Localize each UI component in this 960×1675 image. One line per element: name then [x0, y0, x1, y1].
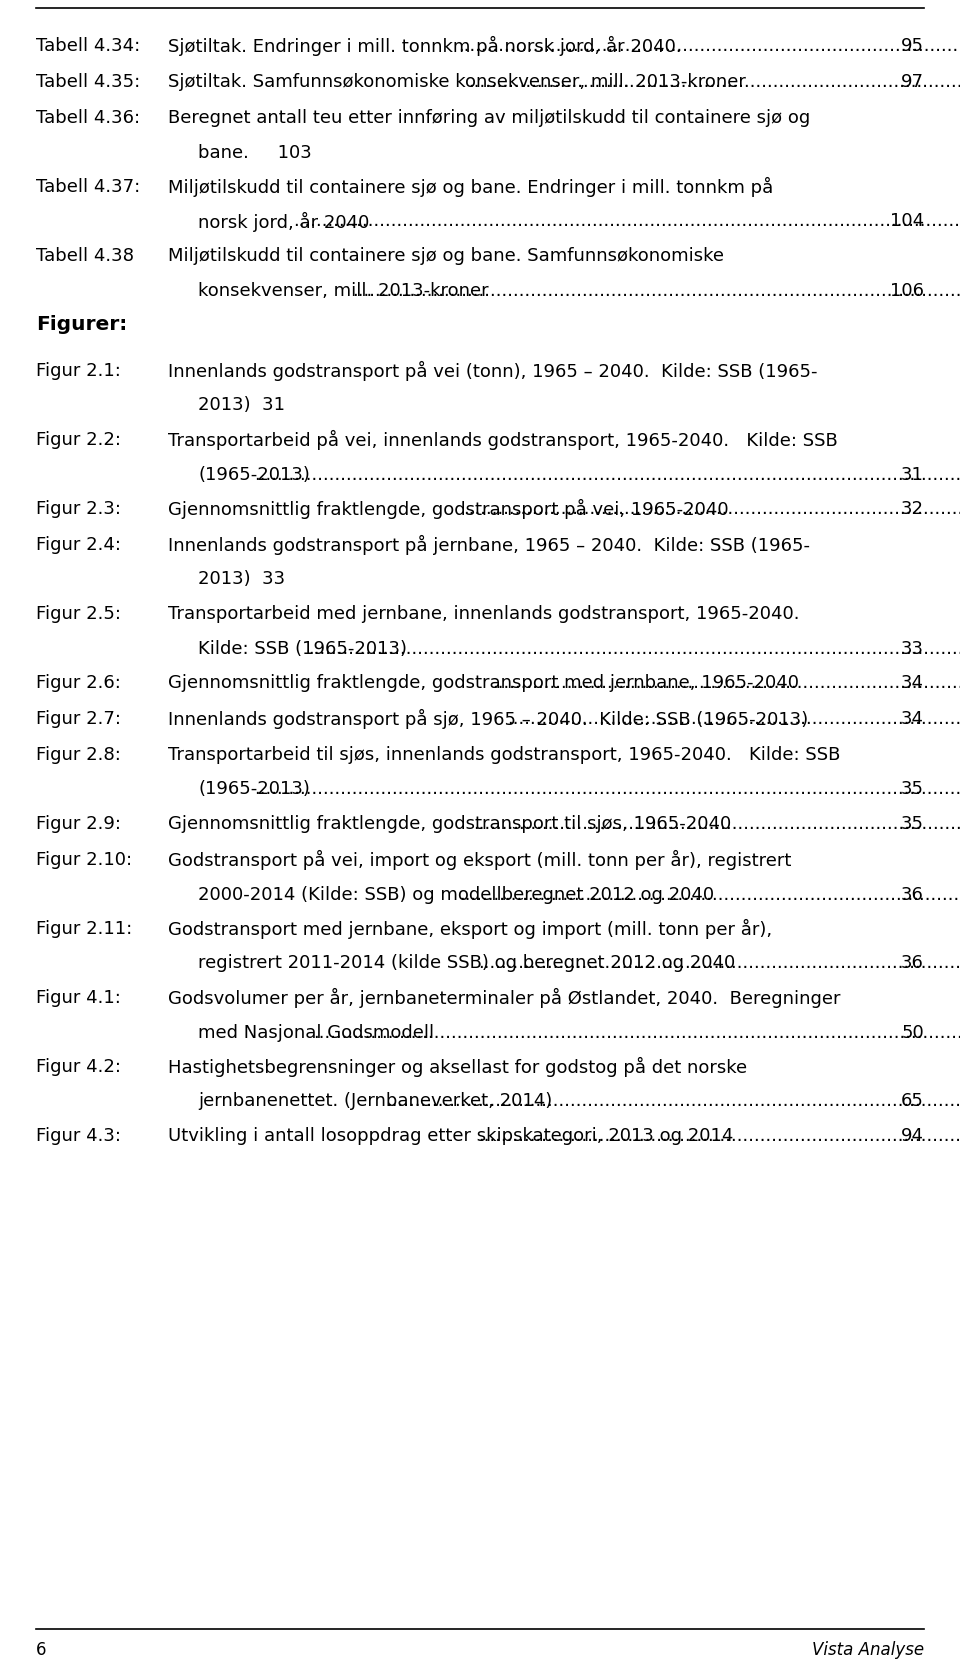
Text: 35: 35	[901, 781, 924, 799]
Text: (1965-2013): (1965-2013)	[198, 466, 310, 484]
Text: med Nasjonal Godsmodell: med Nasjonal Godsmodell	[198, 1023, 434, 1042]
Text: ................................................................................: ........................................…	[478, 955, 960, 973]
Text: Gjennomsnittlig fraktlengde, godstransport til sjøs, 1965-2040: Gjennomsnittlig fraktlengde, godstranspo…	[168, 816, 732, 832]
Text: Hastighetsbegrensninger og aksellast for godstog på det norske: Hastighetsbegrensninger og aksellast for…	[168, 1057, 747, 1077]
Text: Miljøtilskudd til containere sjø og bane. Endringer i mill. tonnkm på: Miljøtilskudd til containere sjø og bane…	[168, 178, 773, 198]
Text: ................................................................................: ........................................…	[463, 501, 960, 518]
Text: Transportarbeid med jernbane, innenlands godstransport, 1965-2040.: Transportarbeid med jernbane, innenlands…	[168, 605, 800, 623]
Text: 65: 65	[901, 1092, 924, 1111]
Text: Utvikling i antall losoppdrag etter skipskategori, 2013 og 2014: Utvikling i antall losoppdrag etter skip…	[168, 1127, 733, 1146]
Text: ................................................................................: ........................................…	[313, 1023, 960, 1042]
Text: Kilde: SSB (1965-2013): Kilde: SSB (1965-2013)	[198, 640, 407, 658]
Text: konsekvenser, mill. 2013-kroner: konsekvenser, mill. 2013-kroner	[198, 281, 489, 300]
Text: 35: 35	[901, 816, 924, 832]
Text: ................................................................................: ........................................…	[386, 1092, 960, 1111]
Text: Figur 2.7:: Figur 2.7:	[36, 710, 121, 729]
Text: 6: 6	[36, 1642, 46, 1658]
Text: 97: 97	[901, 74, 924, 90]
Text: Figur 2.2:: Figur 2.2:	[36, 430, 121, 449]
Text: 2000-2014 (Kilde: SSB) og modellberegnet 2012 og 2040: 2000-2014 (Kilde: SSB) og modellberegnet…	[198, 886, 714, 903]
Text: ................................................................................: ........................................…	[472, 816, 960, 832]
Text: Vista Analyse: Vista Analyse	[812, 1642, 924, 1658]
Text: Godstransport på vei, import og eksport (mill. tonn per år), registrert: Godstransport på vei, import og eksport …	[168, 849, 791, 869]
Text: jernbanenettet. (Jernbaneverket, 2014): jernbanenettet. (Jernbaneverket, 2014)	[198, 1092, 552, 1111]
Text: ................................................................................: ........................................…	[352, 281, 960, 300]
Text: 2013)  31: 2013) 31	[198, 397, 285, 414]
Text: 106: 106	[890, 281, 924, 300]
Text: Tabell 4.34:: Tabell 4.34:	[36, 37, 140, 55]
Text: 104: 104	[890, 213, 924, 231]
Text: 34: 34	[901, 673, 924, 692]
Text: 32: 32	[901, 501, 924, 518]
Text: registrert 2011-2014 (kilde SSB) og beregnet 2012 og 2040: registrert 2011-2014 (kilde SSB) og bere…	[198, 955, 735, 973]
Text: Figur 2.3:: Figur 2.3:	[36, 501, 121, 518]
Text: 94: 94	[901, 1127, 924, 1146]
Text: Figur 2.6:: Figur 2.6:	[36, 673, 121, 692]
Text: Tabell 4.37:: Tabell 4.37:	[36, 178, 140, 196]
Text: (1965-2013): (1965-2013)	[198, 781, 310, 799]
Text: 34: 34	[901, 710, 924, 729]
Text: Tabell 4.35:: Tabell 4.35:	[36, 74, 140, 90]
Text: 2013)  33: 2013) 33	[198, 571, 285, 588]
Text: norsk jord, år 2040: norsk jord, år 2040	[198, 211, 370, 231]
Text: 36: 36	[901, 886, 924, 903]
Text: ................................................................................: ........................................…	[459, 886, 960, 903]
Text: Innenlands godstransport på vei (tonn), 1965 – 2040.  Kilde: SSB (1965-: Innenlands godstransport på vei (tonn), …	[168, 360, 818, 380]
Text: Figur 4.3:: Figur 4.3:	[36, 1127, 121, 1146]
Text: Figur 4.1:: Figur 4.1:	[36, 988, 121, 1007]
Text: Tabell 4.38: Tabell 4.38	[36, 246, 134, 265]
Text: bane.     103: bane. 103	[198, 144, 312, 161]
Text: Innenlands godstransport på jernbane, 1965 – 2040.  Kilde: SSB (1965-: Innenlands godstransport på jernbane, 19…	[168, 534, 810, 554]
Text: Figurer:: Figurer:	[36, 315, 128, 335]
Text: ................................................................................: ........................................…	[308, 640, 960, 658]
Text: Transportarbeid på vei, innenlands godstransport, 1965-2040.   Kilde: SSB: Transportarbeid på vei, innenlands godst…	[168, 430, 838, 451]
Text: 33: 33	[901, 640, 924, 658]
Text: Figur 2.9:: Figur 2.9:	[36, 816, 121, 832]
Text: Beregnet antall teu etter innføring av miljøtilskudd til containere sjø og: Beregnet antall teu etter innføring av m…	[168, 109, 810, 127]
Text: Gjennomsnittlig fraktlengde, godstransport på vei, 1965-2040: Gjennomsnittlig fraktlengde, godstranspo…	[168, 499, 729, 519]
Text: Figur 2.4:: Figur 2.4:	[36, 536, 121, 554]
Text: Figur 2.11:: Figur 2.11:	[36, 920, 132, 938]
Text: Figur 2.1:: Figur 2.1:	[36, 362, 121, 380]
Text: ................................................................................: ........................................…	[468, 74, 960, 90]
Text: Godstransport med jernbane, eksport og import (mill. tonn per år),: Godstransport med jernbane, eksport og i…	[168, 920, 772, 940]
Text: Miljøtilskudd til containere sjø og bane. Samfunnsøkonomiske: Miljøtilskudd til containere sjø og bane…	[168, 246, 724, 265]
Text: ................................................................................: ........................................…	[478, 1127, 960, 1146]
Text: Sjøtiltak. Samfunnsøkonomiske konsekvenser, mill. 2013-kroner: Sjøtiltak. Samfunnsøkonomiske konsekvens…	[168, 74, 746, 90]
Text: ................................................................................: ........................................…	[458, 37, 960, 55]
Text: Tabell 4.36:: Tabell 4.36:	[36, 109, 140, 127]
Text: ................................................................................: ........................................…	[254, 466, 960, 484]
Text: 50: 50	[901, 1023, 924, 1042]
Text: Figur 4.2:: Figur 4.2:	[36, 1059, 121, 1075]
Text: 31: 31	[901, 466, 924, 484]
Text: Sjøtiltak. Endringer i mill. tonnkm på norsk jord, år 2040.: Sjøtiltak. Endringer i mill. tonnkm på n…	[168, 35, 682, 55]
Text: ................................................................................: ........................................…	[507, 710, 960, 729]
Text: Figur 2.8:: Figur 2.8:	[36, 745, 121, 764]
Text: ................................................................................: ........................................…	[492, 673, 960, 692]
Text: Figur 2.5:: Figur 2.5:	[36, 605, 121, 623]
Text: ................................................................................: ........................................…	[294, 213, 960, 231]
Text: Godsvolumer per år, jernbaneterminaler på Østlandet, 2040.  Beregninger: Godsvolumer per år, jernbaneterminaler p…	[168, 988, 841, 1008]
Text: Gjennomsnittlig fraktlengde, godstransport med jernbane, 1965-2040: Gjennomsnittlig fraktlengde, godstranspo…	[168, 673, 799, 692]
Text: Transportarbeid til sjøs, innenlands godstransport, 1965-2040.   Kilde: SSB: Transportarbeid til sjøs, innenlands god…	[168, 745, 840, 764]
Text: ................................................................................: ........................................…	[254, 781, 960, 799]
Text: 36: 36	[901, 955, 924, 973]
Text: 95: 95	[901, 37, 924, 55]
Text: Figur 2.10:: Figur 2.10:	[36, 851, 132, 869]
Text: Innenlands godstransport på sjø, 1965 – 2040.  Kilde: SSB (1965-2013): Innenlands godstransport på sjø, 1965 – …	[168, 709, 808, 729]
